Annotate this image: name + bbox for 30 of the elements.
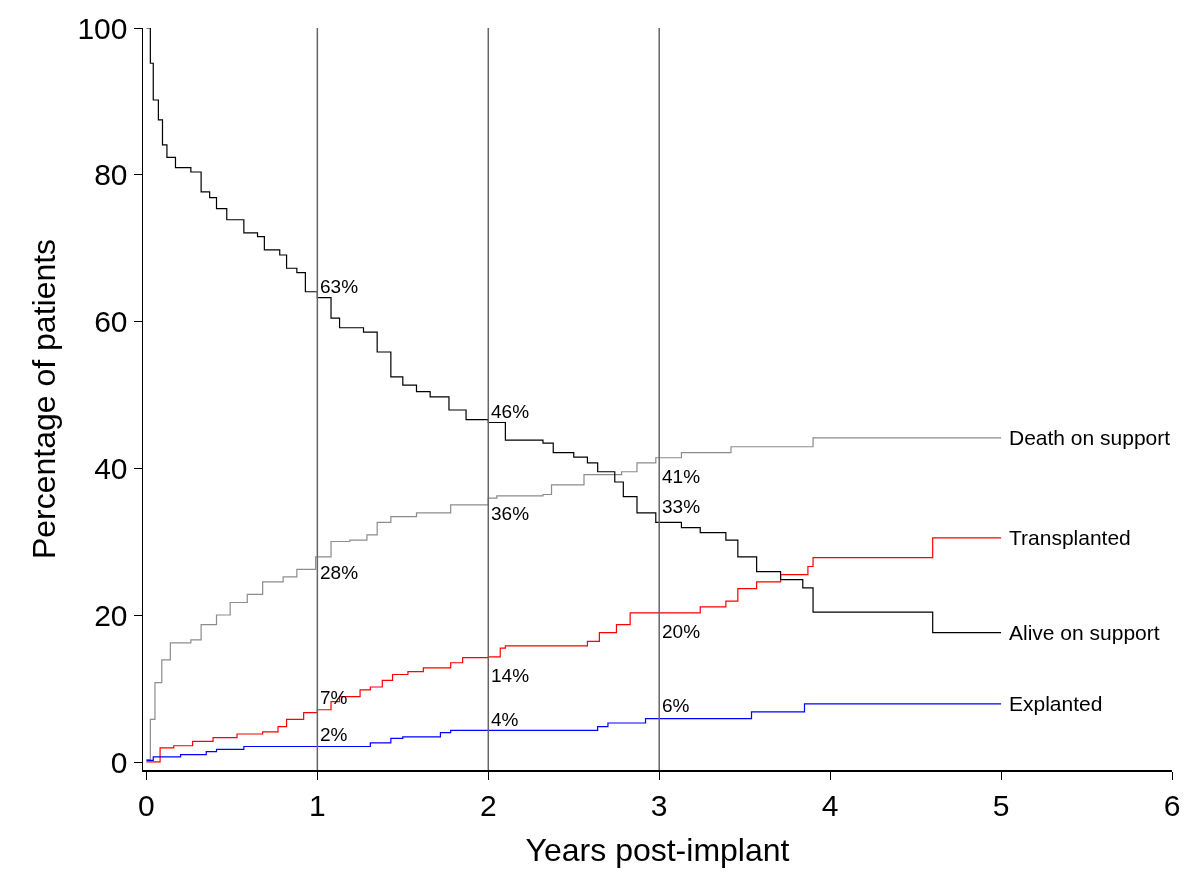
y-tick-label: 80 [94, 158, 128, 192]
annotation: 63% [320, 276, 359, 297]
series-label: Transplanted [1009, 526, 1131, 549]
annotation: 20% [662, 621, 701, 642]
x-tick-label: 1 [309, 788, 326, 822]
y-tick-label: 40 [94, 452, 128, 486]
y-tick-label: 0 [110, 746, 128, 780]
annotation: 4% [491, 709, 519, 730]
y-tick-label: 60 [94, 305, 128, 339]
annotation: 2% [320, 724, 348, 745]
x-axis-title: Years post-implant [525, 832, 790, 869]
x-tick-label: 0 [138, 788, 155, 822]
series-label: Death on support [1009, 426, 1171, 449]
annotation: 33% [662, 496, 701, 517]
series-label: Explanted [1009, 692, 1103, 715]
x-tick-label: 3 [650, 788, 668, 822]
annotation: 41% [662, 466, 701, 487]
y-tick-label: 20 [94, 599, 128, 633]
y-axis-title: Percentage of patients [25, 238, 62, 560]
x-tick-label: 6 [1163, 788, 1181, 822]
x-tick-label: 4 [821, 788, 839, 822]
y-tick-label: 100 [77, 11, 128, 45]
x-tick-label: 5 [992, 788, 1010, 822]
annotation: 14% [491, 665, 530, 686]
annotation: 28% [320, 562, 359, 583]
x-tick-label: 2 [479, 788, 497, 822]
annotation: 36% [491, 503, 530, 524]
annotation: 46% [491, 401, 530, 422]
series-label: Alive on support [1009, 621, 1160, 644]
annotation: 6% [662, 695, 690, 716]
